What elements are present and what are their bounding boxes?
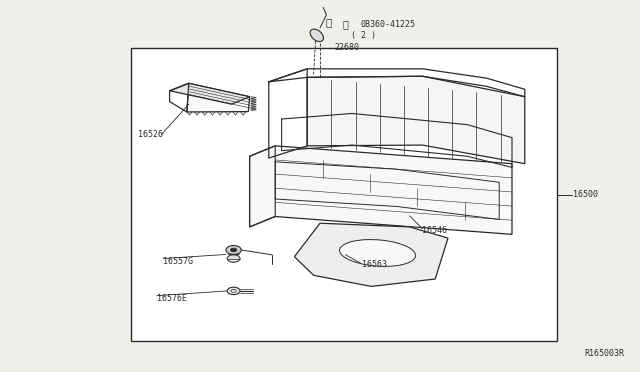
Text: Ⓑ: Ⓑ: [342, 19, 348, 29]
Text: 16563: 16563: [362, 260, 387, 269]
Bar: [131, 48, 557, 341]
Polygon shape: [307, 76, 525, 164]
Polygon shape: [187, 83, 250, 112]
Polygon shape: [170, 83, 250, 104]
Text: 16526: 16526: [138, 130, 163, 139]
Text: 0B360-41225: 0B360-41225: [360, 20, 415, 29]
Ellipse shape: [310, 29, 323, 42]
Circle shape: [227, 255, 240, 262]
Text: ( 2 ): ( 2 ): [351, 31, 376, 40]
Ellipse shape: [340, 240, 415, 266]
Text: 16500: 16500: [573, 190, 598, 199]
Polygon shape: [250, 146, 512, 234]
Polygon shape: [294, 223, 448, 286]
Circle shape: [230, 248, 237, 252]
Text: 16576E: 16576E: [157, 294, 187, 303]
Text: Ⓑ: Ⓑ: [325, 17, 332, 27]
Text: R165003R: R165003R: [584, 349, 624, 358]
Text: 22680: 22680: [335, 43, 360, 52]
Circle shape: [227, 287, 240, 295]
Text: 16557G: 16557G: [163, 257, 193, 266]
Text: 16546: 16546: [422, 226, 447, 235]
Circle shape: [226, 246, 241, 254]
